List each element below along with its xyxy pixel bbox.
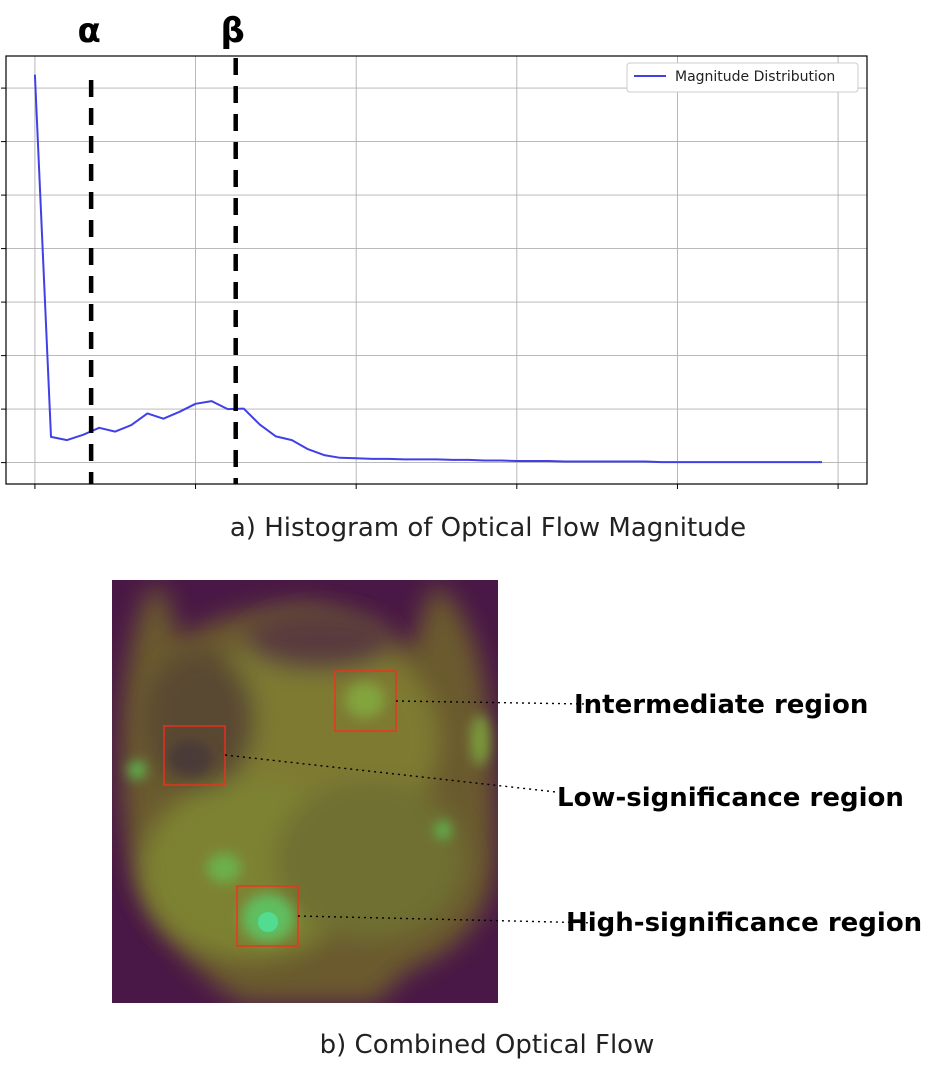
chart-legend: Magnitude Distribution	[626, 62, 859, 93]
high-significance-region-leader	[297, 915, 599, 924]
panel-a-caption: a) Histogram of Optical Flow Magnitude	[230, 513, 746, 543]
legend-box	[626, 62, 859, 93]
vertical-gridlines	[34, 56, 839, 484]
low-significance-region-label: Low-significance region	[557, 783, 904, 813]
intermediate-region-label: Intermediate region	[574, 690, 868, 720]
low-significance-region-leader	[224, 754, 557, 793]
high-significance-region-label: High-significance region	[566, 908, 922, 938]
y-axis-ticks	[1, 87, 6, 464]
optical-flow-image	[112, 580, 498, 1003]
legend-label: Magnitude Distribution	[675, 69, 835, 85]
beta-label: β	[221, 11, 245, 51]
plot-frame	[5, 55, 868, 485]
histogram-chart: Magnitude Distribution α β	[1, 11, 868, 489]
x-axis-ticks	[34, 484, 839, 489]
series-line-magnitude-distribution	[33, 74, 822, 464]
intermediate-region-leader	[395, 700, 587, 705]
alpha-label: α	[77, 11, 100, 51]
panel-b-caption: b) Combined Optical Flow	[320, 1030, 655, 1060]
plot-area	[6, 56, 867, 484]
